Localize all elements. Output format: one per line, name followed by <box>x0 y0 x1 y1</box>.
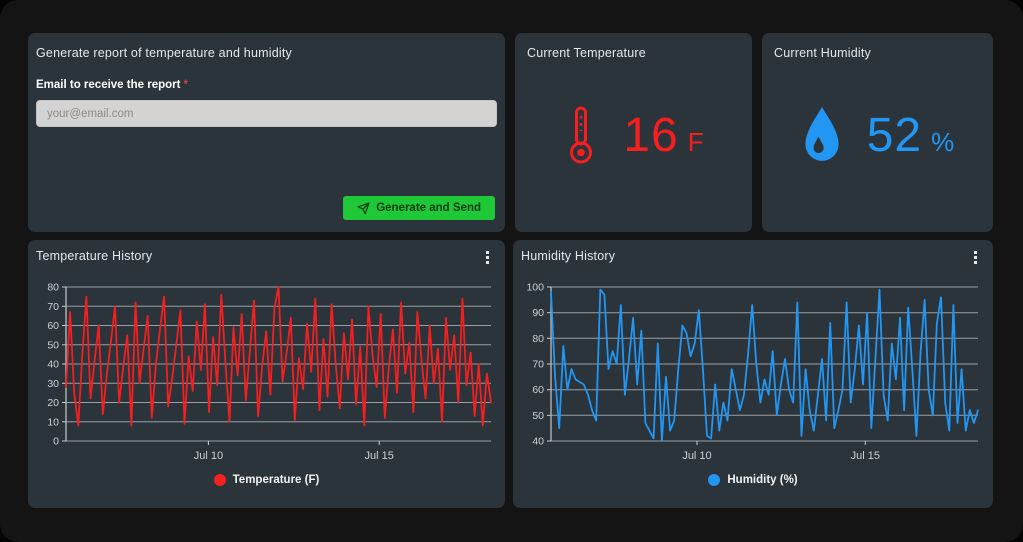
svg-text:50: 50 <box>47 339 59 351</box>
legend-dot <box>213 474 226 486</box>
kebab-menu-icon[interactable] <box>970 249 981 266</box>
temperature-value: 16 <box>623 108 679 162</box>
svg-text:60: 60 <box>47 320 59 332</box>
humidity-value: 52 <box>866 108 923 162</box>
svg-text:Jul 15: Jul 15 <box>851 450 880 462</box>
temperature-legend: Temperature (F) <box>28 474 505 486</box>
water-drop-icon <box>801 106 843 164</box>
svg-text:Jul 15: Jul 15 <box>365 450 394 462</box>
humidity-reading: 52 % <box>867 108 955 163</box>
svg-text:10: 10 <box>47 416 59 428</box>
svg-text:90: 90 <box>532 307 544 319</box>
generate-send-button[interactable]: Generate and Send <box>343 196 495 220</box>
top-row: Generate report of temperature and humid… <box>28 33 993 232</box>
svg-text:80: 80 <box>47 282 59 294</box>
svg-text:20: 20 <box>47 397 59 409</box>
current-temperature-content: 16 F <box>527 60 740 224</box>
button-row: Generate and Send <box>36 196 497 224</box>
humidity-unit: % <box>931 126 955 157</box>
current-humidity-content: 52 % <box>774 60 981 224</box>
temperature-history-chart: 0 10 20 30 40 50 60 70 80 Jul 10 Jul 15 <box>47 282 492 462</box>
legend-label: Temperature (F) <box>232 474 320 486</box>
thermometer-icon <box>563 105 599 165</box>
humidity-history-chart: 40 50 60 70 80 90 100 Jul 10 Jul 15 <box>526 282 979 462</box>
temperature-unit: F <box>687 126 704 157</box>
temperature-history-panel: Temperature History 0 10 20 30 40 50 60 70 80 Jul… <box>28 240 505 508</box>
svg-text:70: 70 <box>47 301 59 313</box>
report-panel-title: Generate report of temperature and humid… <box>36 46 292 60</box>
humidity-history-title: Humidity History <box>521 249 616 263</box>
send-icon <box>357 201 370 215</box>
svg-text:Jul 10: Jul 10 <box>682 450 711 462</box>
legend-label: Humidity (%) <box>727 474 798 486</box>
temperature-reading: 16 F <box>623 108 703 163</box>
humidity-legend: Humidity (%) <box>513 474 993 486</box>
svg-text:70: 70 <box>532 359 544 371</box>
email-label-text: Email to receive the report <box>36 79 181 91</box>
current-humidity-panel: Current Humidity 52 % <box>762 33 993 232</box>
svg-text:40: 40 <box>47 359 59 371</box>
current-temperature-panel: Current Temperature 16 F <box>515 33 752 232</box>
legend-dot <box>708 474 721 486</box>
temperature-history-header: Temperature History <box>28 240 505 266</box>
svg-text:Jul 10: Jul 10 <box>194 450 223 462</box>
current-humidity-title: Current Humidity <box>774 46 871 60</box>
generate-send-label: Generate and Send <box>376 202 481 214</box>
email-label: Email to receive the report * <box>36 79 497 91</box>
temperature-history-title: Temperature History <box>36 249 153 263</box>
email-input[interactable] <box>36 100 497 127</box>
svg-text:50: 50 <box>532 410 544 422</box>
humidity-history-header: Humidity History <box>513 240 993 266</box>
svg-text:60: 60 <box>532 384 544 396</box>
bottom-row: Temperature History 0 10 20 30 40 50 60 70 80 Jul… <box>28 240 993 508</box>
humidity-history-panel: Humidity History 40 50 60 70 80 90 100 Jul 10 Ju… <box>513 240 993 508</box>
required-marker: * <box>183 79 188 91</box>
svg-text:40: 40 <box>532 436 544 448</box>
kebab-menu-icon[interactable] <box>482 249 493 266</box>
svg-text:30: 30 <box>47 378 59 390</box>
current-temperature-title: Current Temperature <box>527 46 646 60</box>
report-panel: Generate report of temperature and humid… <box>28 33 505 232</box>
svg-text:0: 0 <box>53 436 59 448</box>
svg-text:100: 100 <box>526 282 544 294</box>
svg-text:80: 80 <box>532 333 544 345</box>
